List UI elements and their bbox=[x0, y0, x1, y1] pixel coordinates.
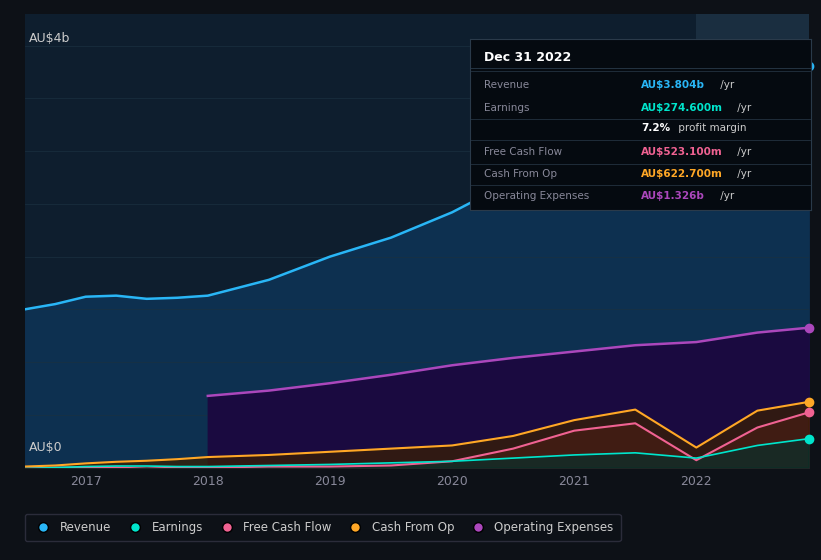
Text: /yr: /yr bbox=[718, 80, 735, 90]
Text: Cash From Op: Cash From Op bbox=[484, 169, 557, 179]
Text: Earnings: Earnings bbox=[484, 102, 530, 113]
Text: Dec 31 2022: Dec 31 2022 bbox=[484, 51, 571, 64]
Text: /yr: /yr bbox=[735, 102, 752, 113]
Text: 7.2%: 7.2% bbox=[641, 123, 670, 133]
Text: /yr: /yr bbox=[735, 169, 752, 179]
Text: AU$274.600m: AU$274.600m bbox=[641, 102, 722, 113]
Text: Free Cash Flow: Free Cash Flow bbox=[484, 147, 562, 157]
Text: AU$1.326b: AU$1.326b bbox=[641, 192, 704, 202]
Text: AU$523.100m: AU$523.100m bbox=[641, 147, 722, 157]
Text: AU$622.700m: AU$622.700m bbox=[641, 169, 722, 179]
Legend: Revenue, Earnings, Free Cash Flow, Cash From Op, Operating Expenses: Revenue, Earnings, Free Cash Flow, Cash … bbox=[25, 514, 621, 541]
Text: AU$4b: AU$4b bbox=[29, 32, 70, 45]
Text: /yr: /yr bbox=[718, 192, 735, 202]
Text: profit margin: profit margin bbox=[675, 123, 746, 133]
Text: AU$0: AU$0 bbox=[29, 441, 62, 454]
Text: /yr: /yr bbox=[735, 147, 752, 157]
Text: Revenue: Revenue bbox=[484, 80, 530, 90]
Text: AU$3.804b: AU$3.804b bbox=[641, 80, 704, 90]
Bar bbox=[696, 14, 809, 468]
Text: Operating Expenses: Operating Expenses bbox=[484, 192, 589, 202]
